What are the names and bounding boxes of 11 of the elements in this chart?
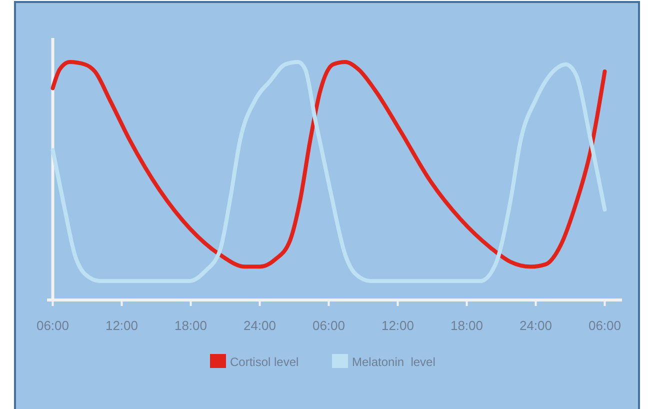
x-tick-label: 06:00 <box>312 318 346 333</box>
x-tick-label: 12:00 <box>381 318 414 333</box>
x-tick-label: 06:00 <box>36 318 70 333</box>
legend-label: Cortisol level <box>230 355 299 369</box>
x-tick-label: 18:00 <box>450 318 484 333</box>
x-tick-label: 24:00 <box>243 318 276 333</box>
x-tick-label: 12:00 <box>105 318 138 333</box>
x-tick-label: 24:00 <box>519 318 552 333</box>
x-tick-label: 18:00 <box>174 318 208 333</box>
legend-label: Melatonin level <box>352 355 436 369</box>
x-tick-label: 06:00 <box>588 318 622 333</box>
